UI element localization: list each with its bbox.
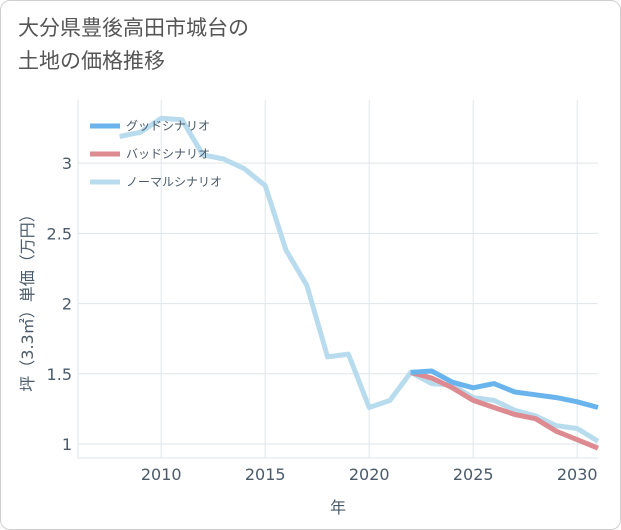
- legend-label: ノーマルシナリオ: [126, 175, 222, 189]
- chart-title-line1: 大分県豊後高田市城台の: [18, 16, 249, 40]
- series-line-normal: [119, 115, 600, 444]
- y-tick-label: 2.5: [47, 224, 72, 243]
- series-line-good: [410, 368, 599, 410]
- plot-border: [77, 100, 598, 459]
- y-tick-label: 3: [62, 154, 72, 173]
- x-tick-label: 2020: [349, 465, 390, 484]
- y-tick-label: 1: [62, 435, 72, 454]
- x-tick-label: 2025: [453, 465, 494, 484]
- series-layer: [119, 115, 600, 451]
- y-tick-label: 1.5: [47, 365, 72, 384]
- chart-title-line2: 土地の価格推移: [18, 49, 165, 73]
- chart-title: 大分県豊後高田市城台の 土地の価格推移: [18, 12, 418, 78]
- x-axis-ticks: 2010 2015 2020 2025 2030: [141, 465, 598, 484]
- legend-label: グッドシナリオ: [126, 119, 210, 133]
- x-axis-label: 年: [330, 498, 346, 517]
- x-tick-label: 2030: [557, 465, 598, 484]
- x-tick-label: 2010: [141, 465, 182, 484]
- x-tick-label: 2015: [245, 465, 286, 484]
- y-axis-ticks: 1 1.5 2 2.5 3: [47, 154, 72, 454]
- y-tick-label: 2: [62, 295, 72, 314]
- series-line-bad: [410, 369, 599, 451]
- legend-label: バッドシナリオ: [126, 147, 210, 161]
- grid: [78, 100, 598, 458]
- y-axis-label: 坪（3.3㎡）単価（万円）: [18, 206, 37, 391]
